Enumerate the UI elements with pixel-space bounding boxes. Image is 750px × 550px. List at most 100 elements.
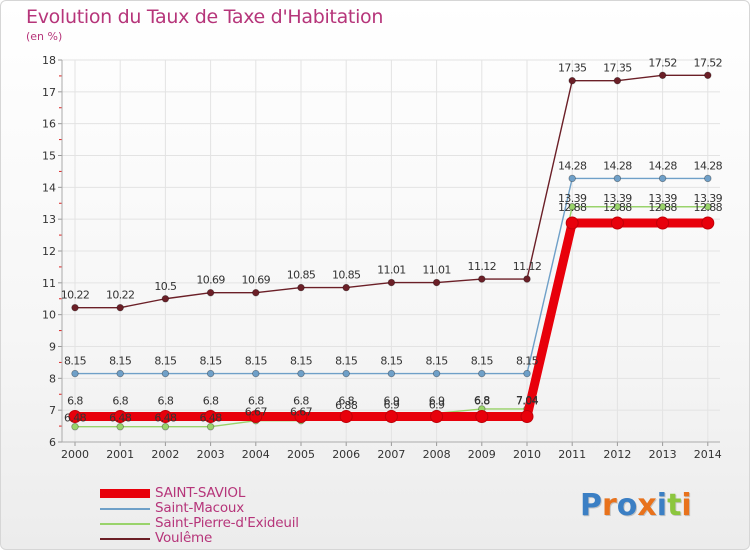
data-label-1: 14.28 (648, 159, 677, 172)
data-label-3: 17.52 (648, 56, 677, 69)
data-label-1: 8.15 (380, 355, 403, 368)
data-point-2 (704, 203, 712, 211)
y-tick-label: 7 (49, 404, 56, 417)
data-point-1 (161, 369, 170, 378)
x-tick-label: 2003 (197, 448, 225, 461)
logo-letter: o (616, 488, 638, 523)
data-point-3 (116, 303, 124, 312)
data-point-0 (656, 216, 670, 230)
data-label-3: 10.5 (154, 280, 177, 293)
data-point-0 (610, 216, 624, 230)
data-point-1 (387, 369, 396, 378)
data-point-3 (568, 76, 576, 85)
data-point-0 (158, 410, 172, 424)
data-point-1 (658, 174, 667, 183)
data-point-3 (387, 278, 396, 287)
data-point-1 (568, 174, 576, 183)
data-label-0: 6.9 (429, 395, 445, 408)
logo-letter: t (667, 488, 682, 523)
legend-swatch (100, 522, 150, 525)
data-point-3 (71, 303, 79, 312)
data-point-3 (704, 71, 712, 79)
data-point-2 (568, 203, 576, 211)
data-point-1 (206, 369, 215, 378)
data-label-3: 11.01 (422, 264, 451, 277)
data-point-0 (520, 410, 534, 424)
data-label-1: 8.15 (109, 355, 132, 368)
y-tick-label: 17 (42, 86, 56, 99)
unit-label: (en %) (26, 30, 63, 43)
data-label-0: 6.8 (248, 395, 264, 408)
data-point-3 (613, 76, 622, 85)
data-label-0: 12.88 (603, 201, 632, 214)
data-label-1: 8.15 (471, 355, 494, 368)
data-point-0 (701, 216, 715, 230)
x-tick-label: 2001 (106, 448, 134, 461)
data-label-0: 6.8 (474, 395, 490, 408)
y-tick-label: 15 (42, 150, 56, 163)
chart-title: Evolution du Taux de Taxe d'Habitation (26, 6, 384, 28)
data-label-0: 6.8 (293, 395, 309, 408)
data-label-1: 14.28 (558, 159, 587, 172)
legend-item: SAINT-SAVIOL (100, 486, 299, 501)
grid-layer (62, 59, 720, 442)
data-point-2 (161, 423, 170, 431)
data-point-1 (71, 369, 79, 378)
data-point-1 (523, 369, 531, 378)
data-label-2: 6.9 (429, 398, 445, 411)
x-tick-label: 2005 (287, 448, 315, 461)
legend-swatch (100, 537, 150, 540)
data-label-2: 6.88 (335, 399, 358, 412)
data-point-1 (297, 369, 305, 378)
data-label-3: 10.85 (287, 269, 316, 282)
logo-letter: r (602, 488, 617, 523)
data-label-3: 17.35 (603, 62, 632, 75)
data-point-1 (116, 369, 124, 378)
data-label-2: 6.9 (384, 398, 400, 411)
data-label-1: 8.15 (426, 355, 449, 368)
data-point-2 (116, 423, 124, 431)
data-label-0: 12.88 (648, 201, 677, 214)
data-point-3 (252, 289, 260, 297)
data-label-3: 11.12 (513, 260, 542, 273)
legend: SAINT-SAVIOL Saint-Macoux Saint-Pierre-d'E… (100, 486, 299, 546)
data-point-0 (475, 410, 489, 424)
data-point-1 (432, 369, 441, 378)
data-label-2: 6.48 (154, 412, 177, 425)
data-point-3 (478, 275, 486, 283)
data-point-3 (161, 295, 170, 303)
data-label-2: 13.39 (694, 192, 723, 205)
legend-label: SAINT-SAVIOL (155, 485, 246, 501)
data-point-3 (658, 71, 667, 79)
data-label-1: 14.28 (603, 159, 632, 172)
data-label-2: 6.8 (474, 394, 490, 407)
y-tick-label: 6 (49, 436, 56, 449)
data-label-1: 8.15 (200, 355, 223, 368)
data-point-0 (68, 410, 82, 424)
data-point-0 (565, 216, 579, 230)
data-label-1: 8.15 (154, 355, 177, 368)
proxiti-logo: Proxiti (580, 488, 692, 523)
data-label-3: 11.12 (468, 260, 497, 273)
data-label-2: 13.39 (648, 192, 677, 205)
data-label-3: 11.01 (377, 264, 406, 277)
data-label-0: 12.88 (694, 201, 723, 214)
x-tick-label: 2009 (468, 448, 496, 461)
data-label-2: 6.67 (290, 406, 313, 419)
data-label-3: 17.52 (694, 56, 723, 69)
data-label-3: 17.35 (558, 62, 587, 75)
data-point-1 (613, 174, 622, 183)
axis-layer: 6 7 8 9 10 11 12 13 14 15 16 17 18 2000 2001 2002 2003 20… (42, 54, 722, 461)
legend-item: Saint-Macoux (100, 501, 299, 516)
x-tick-label: 2014 (694, 448, 722, 461)
data-label-1: 8.15 (64, 355, 87, 368)
x-tick-label: 2012 (603, 448, 631, 461)
data-point-3 (206, 289, 215, 297)
data-point-0 (249, 410, 263, 424)
y-tick-label: 10 (42, 309, 56, 322)
y-tick-label: 9 (49, 341, 56, 354)
data-label-1: 8.15 (516, 355, 539, 368)
data-label-0: 6.8 (338, 395, 354, 408)
data-label-0: 12.88 (558, 201, 587, 214)
